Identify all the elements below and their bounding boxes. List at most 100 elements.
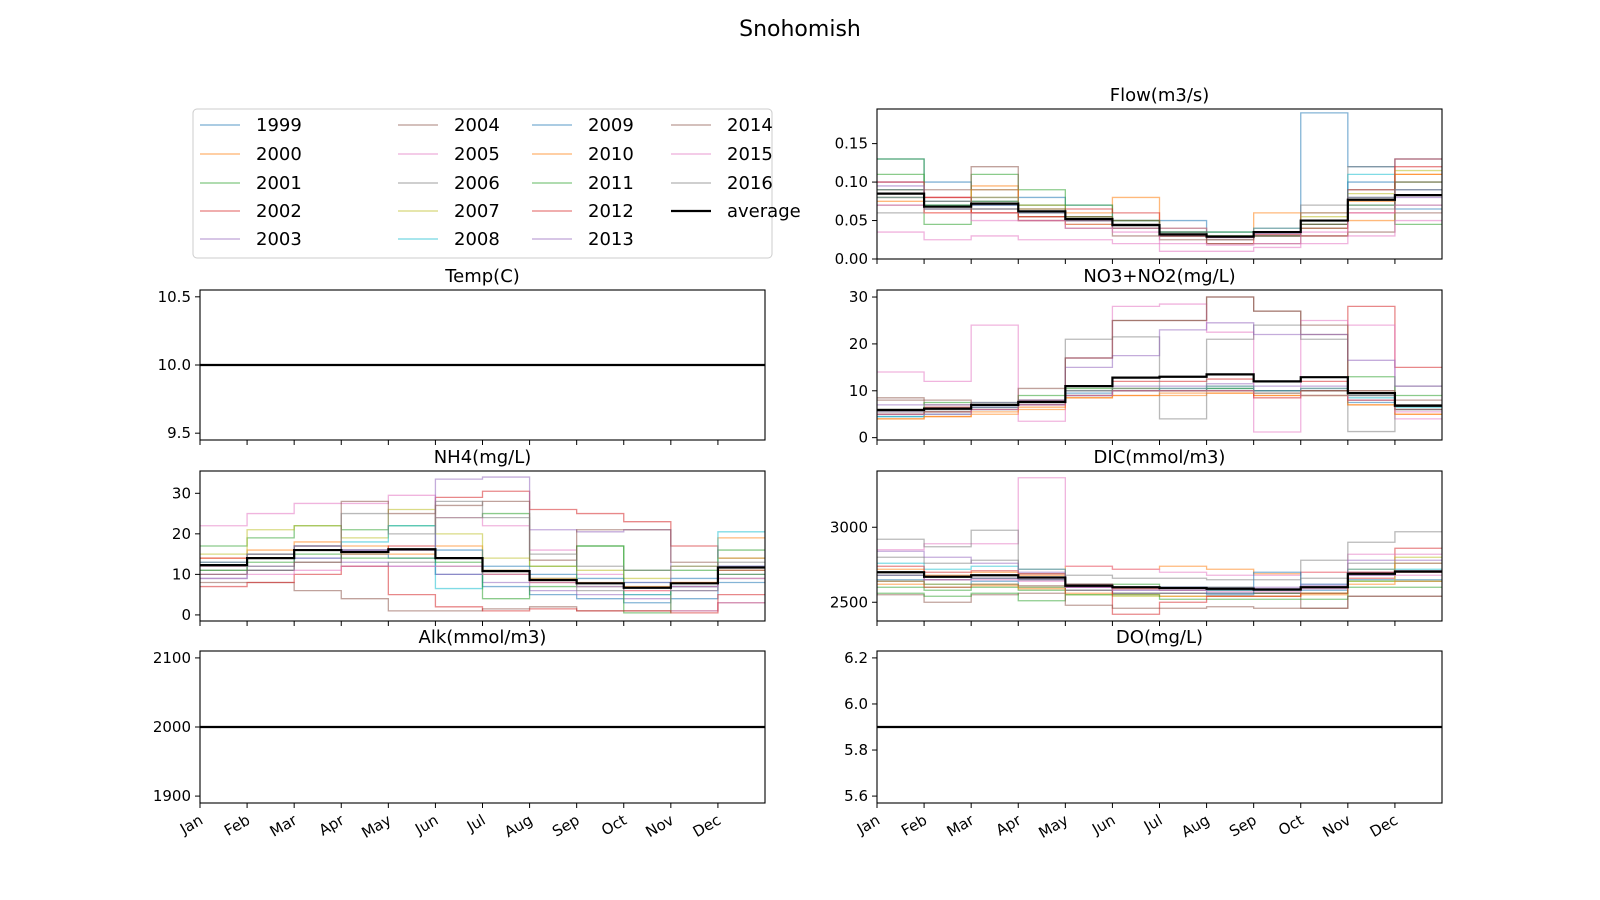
y-tick-label: 5.8 <box>844 741 868 759</box>
legend-entry-2000: 2000 <box>200 144 302 165</box>
y-tick-label: 30 <box>849 288 868 306</box>
series-2005 <box>877 477 1442 576</box>
legend-label: 2001 <box>256 173 302 194</box>
x-tick-label: Mar <box>267 810 301 840</box>
legend-entry-2013: 2013 <box>532 229 634 250</box>
legend-label: 2003 <box>256 229 302 250</box>
legend-entry-2012: 2012 <box>532 201 634 222</box>
subplot-3: NH4(mg/L) 0 10 20 30 <box>172 447 766 626</box>
legend-label: 2007 <box>454 201 500 222</box>
series-2014 <box>877 580 1442 609</box>
subplot-5: Alk(mmol/m3) 1900 2000 2100 Jan Feb Mar Apr May J… <box>153 627 766 842</box>
legend-label: 2000 <box>256 144 302 165</box>
subplot-title: Alk(mmol/m3) <box>419 627 547 648</box>
legend-entry-2004: 2004 <box>398 115 500 136</box>
subplot-4: DIC(mmol/m3) 2500 3000 <box>830 447 1443 626</box>
legend-entry-2011: 2011 <box>532 173 634 194</box>
y-tick-label: 0.05 <box>835 212 868 230</box>
legend-label: 2014 <box>727 115 773 136</box>
legend-entry-2008: 2008 <box>398 229 500 250</box>
x-tick-label: Aug <box>501 811 535 841</box>
series-2015 <box>877 390 1442 415</box>
legend-label: average <box>727 201 801 222</box>
y-tick-label: 10.5 <box>158 288 191 306</box>
series-2014 <box>877 296 1442 406</box>
y-tick-label: 2000 <box>153 718 191 736</box>
subplot-title: NH4(mg/L) <box>434 447 532 468</box>
x-tick-label: Sep <box>1226 811 1259 841</box>
plot-area <box>877 112 1442 252</box>
legend-label: 2004 <box>454 115 500 136</box>
plot-area <box>877 477 1442 615</box>
subplot-2: NO3+NO2(mg/L) 0 10 20 30 <box>849 266 1443 447</box>
legend: 1999 2000 2001 2002 2003 2004 2005 2006 2007 2008… <box>192 108 801 259</box>
legend-label: 2016 <box>727 173 773 194</box>
series-2015 <box>877 571 1442 593</box>
legend-entry-2015: 2015 <box>671 144 773 165</box>
y-tick-label: 1900 <box>153 787 191 805</box>
legend-entry-2005: 2005 <box>398 144 500 165</box>
legend-entry-2003: 2003 <box>200 229 302 250</box>
legend-label: 2015 <box>727 144 773 165</box>
x-tick-label: Feb <box>221 811 253 840</box>
subplot-0: Flow(m3/s) 0.00 0.05 0.10 0.15 <box>835 85 1443 268</box>
y-tick-label: 0.00 <box>835 250 868 268</box>
y-tick-label: 3000 <box>830 518 868 536</box>
legend-label: 2013 <box>588 229 634 250</box>
legend-label: 2008 <box>454 229 500 250</box>
subplot-title: NO3+NO2(mg/L) <box>1083 266 1235 287</box>
x-tick-label: Apr <box>316 810 348 839</box>
y-tick-label: 6.0 <box>844 695 868 713</box>
x-tick-label: Nov <box>642 811 676 841</box>
legend-entry-2016: 2016 <box>671 173 773 194</box>
legend-label: 2009 <box>588 115 634 136</box>
legend-entry-average: average <box>671 201 801 222</box>
series-average <box>877 570 1442 591</box>
subplot-1: Temp(C) 9.5 10.0 10.5 <box>158 266 766 445</box>
series-2015 <box>877 204 1442 246</box>
x-tick-label: Dec <box>1367 811 1401 841</box>
x-tick-label: May <box>1035 811 1071 842</box>
y-tick-label: 10 <box>849 382 868 400</box>
y-tick-label: 30 <box>172 484 191 502</box>
y-tick-label: 5.6 <box>844 787 868 805</box>
legend-entry-2010: 2010 <box>532 144 634 165</box>
x-tick-label: Jan <box>176 811 206 839</box>
x-tick-label: Feb <box>898 811 930 840</box>
x-tick-label: Apr <box>993 810 1025 839</box>
y-tick-label: 0 <box>181 606 191 624</box>
legend-entry-2014: 2014 <box>671 115 773 136</box>
x-tick-label: May <box>358 811 394 842</box>
y-tick-label: 2500 <box>830 593 868 611</box>
series-average <box>877 192 1442 238</box>
legend-entry-2009: 2009 <box>532 115 634 136</box>
y-tick-label: 10 <box>172 565 191 583</box>
subplot-6: DO(mg/L) 5.6 5.8 6.0 6.2 Jan Feb Mar Apr May Jun Ju… <box>844 627 1443 842</box>
x-tick-label: Jun <box>1088 811 1118 839</box>
plot-area <box>877 296 1442 433</box>
y-tick-label: 0.15 <box>835 135 868 153</box>
series-2016 <box>200 500 765 571</box>
legend-entry-2007: 2007 <box>398 201 500 222</box>
y-tick-label: 6.2 <box>844 649 868 667</box>
legend-entry-1999: 1999 <box>200 115 302 136</box>
subplot-title: DO(mg/L) <box>1116 627 1203 648</box>
legend-entry-2001: 2001 <box>200 173 302 194</box>
subplot-title: Temp(C) <box>444 266 520 287</box>
legend-box <box>192 108 773 259</box>
legend-label: 2012 <box>588 201 634 222</box>
series-2005 <box>877 219 1442 252</box>
series-2012 <box>877 565 1442 615</box>
legend-label: 2010 <box>588 144 634 165</box>
subplot-title: Flow(m3/s) <box>1110 85 1210 106</box>
x-tick-label: Sep <box>549 811 582 841</box>
x-tick-label: Jan <box>853 811 883 839</box>
y-tick-label: 2100 <box>153 649 191 667</box>
legend-label: 2005 <box>454 144 500 165</box>
series-average <box>877 373 1442 412</box>
series-2005 <box>877 303 1442 433</box>
x-tick-label: Jul <box>1140 811 1166 836</box>
y-tick-label: 0 <box>858 429 868 447</box>
y-tick-label: 9.5 <box>167 424 191 442</box>
